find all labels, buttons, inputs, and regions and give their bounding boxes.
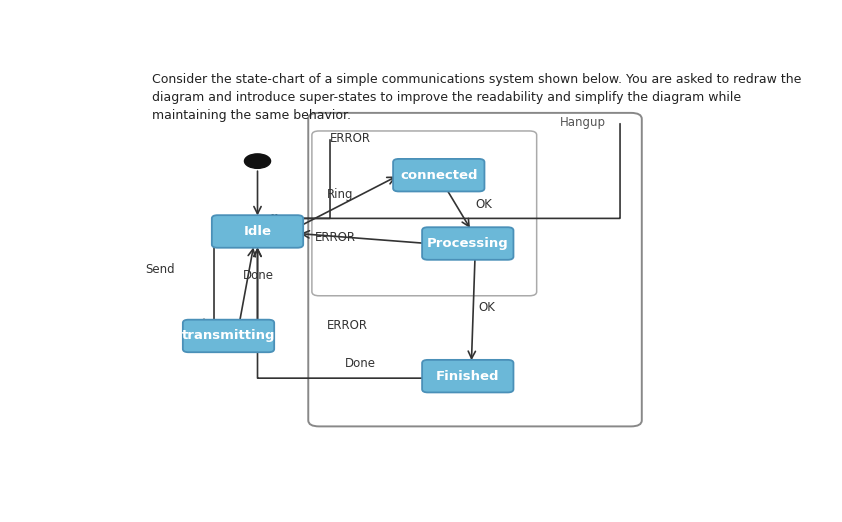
FancyBboxPatch shape (212, 215, 303, 248)
Text: Consider the state-chart of a simple communications system shown below. You are : Consider the state-chart of a simple com… (152, 73, 802, 122)
FancyBboxPatch shape (422, 360, 514, 393)
FancyBboxPatch shape (393, 159, 484, 192)
Text: Idle: Idle (243, 225, 271, 238)
Circle shape (244, 154, 270, 169)
Text: ERROR: ERROR (327, 319, 367, 332)
Text: ERROR: ERROR (330, 132, 371, 145)
FancyBboxPatch shape (183, 319, 274, 352)
Text: OK: OK (475, 198, 492, 211)
Text: OK: OK (478, 301, 496, 314)
FancyBboxPatch shape (422, 227, 514, 260)
Text: connected: connected (400, 169, 477, 182)
Text: ERROR: ERROR (314, 231, 355, 243)
Text: Send: Send (145, 263, 175, 276)
Text: Ring: Ring (327, 188, 353, 201)
Text: Finished: Finished (436, 370, 499, 383)
Text: Processing: Processing (427, 237, 509, 250)
Text: transmitting: transmitting (182, 329, 275, 342)
Text: Done: Done (344, 357, 376, 370)
Text: Done: Done (243, 269, 274, 282)
Text: Hangup: Hangup (560, 116, 605, 129)
